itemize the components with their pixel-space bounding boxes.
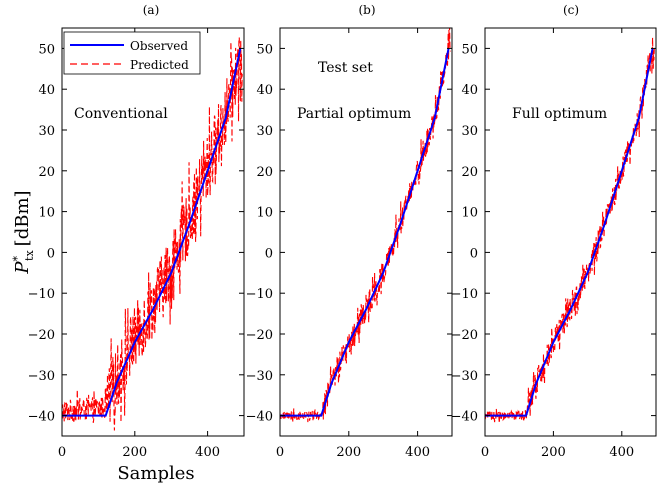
y-label-subscript: tx bbox=[23, 250, 36, 261]
panel-a: (a) Conventional 0 200 400 −40 −30 −20 −10 0 10 2… bbox=[28, 3, 245, 460]
y-tick-label: 10 bbox=[256, 206, 273, 221]
observed-series-line-c bbox=[485, 48, 654, 417]
observed-series-line-b bbox=[280, 48, 450, 417]
annotation-full-optimum: Full optimum bbox=[512, 106, 607, 122]
y-tick-label: 0 bbox=[47, 246, 55, 261]
y-tick-label: 10 bbox=[461, 206, 478, 221]
y-tick-label: −40 bbox=[28, 410, 55, 425]
y-tick-label: 40 bbox=[38, 83, 55, 98]
y-label-superscript: * bbox=[11, 255, 24, 261]
x-tick-label: 400 bbox=[609, 445, 634, 460]
y-tick-label: −30 bbox=[451, 369, 478, 384]
legend-box bbox=[63, 31, 201, 75]
y-axis-label: P*tx [dBm] bbox=[11, 190, 36, 274]
y-tick-label: 20 bbox=[256, 165, 273, 180]
y-tick-label: −40 bbox=[246, 410, 273, 425]
y-tick-label: 30 bbox=[461, 124, 478, 139]
plot-area-b bbox=[280, 28, 451, 423]
x-tick-label: 0 bbox=[481, 445, 489, 460]
y-tick-label: 50 bbox=[461, 42, 478, 57]
y-tick-label: 40 bbox=[256, 83, 273, 98]
y-tick-label: 50 bbox=[38, 42, 55, 57]
y-tick-label: 20 bbox=[38, 165, 55, 180]
y-tick-label: 20 bbox=[461, 165, 478, 180]
y-tick-label: −10 bbox=[451, 287, 478, 302]
x-axis-label: Samples bbox=[117, 463, 194, 484]
annotation-partial-optimum: Partial optimum bbox=[297, 106, 411, 122]
predicted-series-line-b bbox=[280, 28, 451, 423]
y-tick-label: 0 bbox=[470, 246, 478, 261]
predicted-series-line-c bbox=[485, 37, 655, 424]
axes-frame-b bbox=[279, 27, 453, 437]
y-tick-label: −30 bbox=[246, 369, 273, 384]
legend: Observed Predicted bbox=[63, 31, 201, 75]
plot-area-c bbox=[485, 37, 655, 424]
y-tick-label: 40 bbox=[461, 83, 478, 98]
panel-label-a: (a) bbox=[143, 3, 160, 17]
panel-label-c: (c) bbox=[563, 3, 579, 17]
y-tick-label: 30 bbox=[38, 124, 55, 139]
panel-c: (c) Full optimum 0 200 400 −40 −30 −20 −10 0 10 2… bbox=[451, 3, 657, 460]
ticks-c: 0 200 400 −40 −30 −20 −10 0 10 20 30 40 50 bbox=[451, 28, 656, 460]
axes-frame-c bbox=[484, 27, 657, 437]
y-tick-label: 50 bbox=[256, 42, 273, 57]
x-tick-label: 400 bbox=[195, 445, 220, 460]
y-tick-label: 30 bbox=[256, 124, 273, 139]
plot-area-a bbox=[62, 37, 243, 431]
panel-label-b: (b) bbox=[358, 3, 375, 17]
ticks-b: 0 200 400 −40 −30 −20 −10 0 10 20 30 40 50 bbox=[246, 28, 452, 460]
y-label-symbol: P bbox=[12, 261, 33, 275]
y-tick-label: −10 bbox=[28, 287, 55, 302]
legend-predicted-label: Predicted bbox=[130, 58, 189, 72]
y-tick-label: −20 bbox=[451, 328, 478, 343]
annotation-test-set: Test set bbox=[318, 60, 373, 76]
x-tick-label: 200 bbox=[336, 445, 361, 460]
svg-text:P*tx[dBm]: P*tx [dBm] bbox=[11, 190, 36, 274]
x-tick-label: 400 bbox=[405, 445, 430, 460]
x-tick-label: 0 bbox=[276, 445, 284, 460]
x-tick-label: 200 bbox=[541, 445, 566, 460]
y-tick-label: 10 bbox=[38, 206, 55, 221]
y-tick-label: 0 bbox=[265, 246, 273, 261]
predicted-series-line-a bbox=[62, 37, 243, 431]
y-tick-label: −40 bbox=[451, 410, 478, 425]
ticks-a: 0 200 400 −40 −30 −20 −10 0 10 20 30 40 50 bbox=[28, 28, 244, 460]
panel-b: (b) Test set Partial optimum 0 200 400−40−… bbox=[246, 3, 453, 460]
y-label-unit: [dBm] bbox=[12, 190, 33, 246]
annotation-conventional: Conventional bbox=[74, 106, 168, 122]
x-tick-label: 0 bbox=[58, 445, 66, 460]
y-tick-label: −30 bbox=[28, 369, 55, 384]
legend-observed-label: Observed bbox=[130, 39, 188, 53]
x-tick-label: 200 bbox=[122, 445, 147, 460]
axes-frame-a bbox=[61, 27, 245, 437]
y-tick-label: −10 bbox=[246, 287, 273, 302]
observed-series-line-a bbox=[62, 48, 242, 417]
y-tick-label: −20 bbox=[28, 328, 55, 343]
y-tick-label: −20 bbox=[246, 328, 273, 343]
